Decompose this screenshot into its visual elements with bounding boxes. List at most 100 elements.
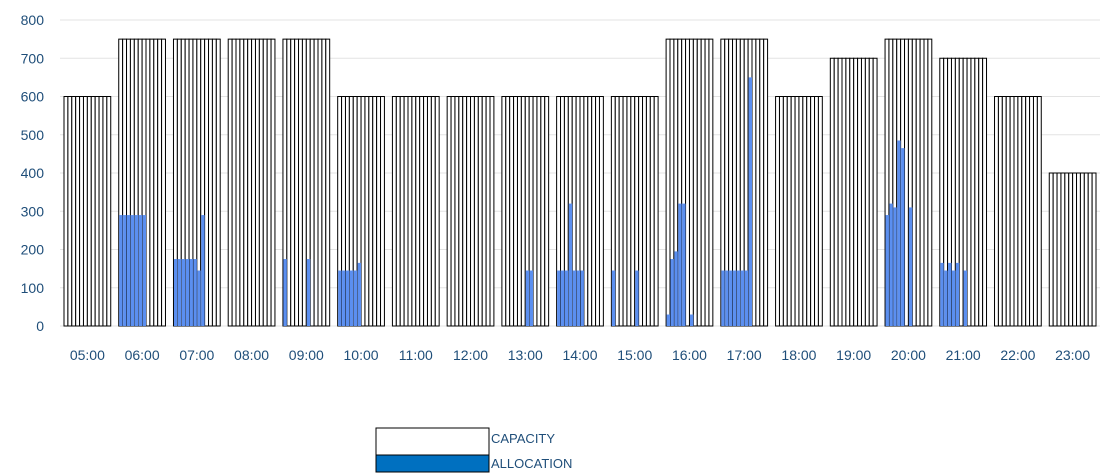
capacity-bar bbox=[755, 38, 761, 327]
allocation-bar bbox=[283, 259, 287, 326]
allocation-bar bbox=[181, 259, 186, 326]
y-tick-label: 0 bbox=[36, 318, 44, 334]
allocation-bar bbox=[177, 259, 182, 326]
capacity-bar bbox=[817, 96, 823, 327]
allocation-bar bbox=[666, 314, 670, 326]
x-tick-label: 15:00 bbox=[617, 347, 652, 363]
capacity-bar bbox=[90, 96, 96, 327]
capacity-bar bbox=[653, 96, 659, 327]
allocation-bar bbox=[568, 203, 573, 326]
capacity-bar bbox=[1087, 172, 1093, 327]
capacity-bar bbox=[751, 38, 757, 327]
capacity-bar bbox=[407, 96, 413, 327]
y-tick-label: 100 bbox=[21, 280, 45, 296]
y-tick-label: 200 bbox=[21, 242, 45, 258]
capacity-bar bbox=[67, 96, 73, 327]
capacity-bar bbox=[426, 96, 432, 327]
allocation-bar bbox=[940, 262, 944, 326]
capacity-bar bbox=[1048, 172, 1054, 327]
capacity-bar bbox=[1091, 172, 1097, 327]
capacity-bar bbox=[301, 38, 307, 327]
x-tick-label: 22:00 bbox=[1000, 347, 1035, 363]
x-tick-label: 23:00 bbox=[1055, 347, 1090, 363]
capacity-bar bbox=[868, 57, 874, 327]
capacity-bar bbox=[1025, 96, 1031, 327]
allocation-bar bbox=[580, 270, 584, 326]
capacity-bar bbox=[450, 96, 456, 327]
allocation-bar bbox=[357, 262, 362, 326]
capacity-bar bbox=[763, 38, 769, 327]
capacity-bar bbox=[485, 96, 491, 327]
capacity-bar bbox=[399, 96, 405, 327]
capacity-bar bbox=[415, 96, 421, 327]
capacity-bar bbox=[509, 96, 515, 327]
capacity-bar bbox=[239, 38, 245, 327]
y-tick-label: 500 bbox=[21, 127, 45, 143]
capacity-bar bbox=[1064, 172, 1070, 327]
allocation-bar bbox=[572, 270, 577, 326]
x-tick-label: 12:00 bbox=[453, 347, 488, 363]
capacity-bar bbox=[587, 96, 593, 327]
capacity-bar bbox=[243, 38, 249, 327]
allocation-bar bbox=[721, 270, 725, 326]
capacity-bar bbox=[837, 57, 843, 327]
capacity-bar bbox=[501, 96, 507, 327]
legend: CAPACITY ALLOCATION bbox=[375, 427, 572, 473]
allocation-bar bbox=[197, 270, 201, 326]
capacity-bar bbox=[208, 38, 213, 327]
capacity-bar bbox=[161, 38, 166, 327]
capacity-bar bbox=[258, 38, 264, 327]
capacity-bar bbox=[446, 96, 452, 327]
allocation-bar bbox=[897, 140, 901, 326]
capacity-bar bbox=[1083, 172, 1089, 327]
capacity-bar bbox=[696, 38, 702, 327]
capacity-bar bbox=[376, 96, 382, 327]
capacity-bar bbox=[1076, 172, 1081, 327]
x-axis-tick-labels: 05:00 06:00 07:00 08:00 09:00 10:00 11:00 12:00… bbox=[70, 347, 1091, 363]
capacity-bar bbox=[700, 38, 706, 327]
capacity-bar bbox=[1052, 172, 1058, 327]
allocation-bar bbox=[576, 270, 580, 326]
allocation-bar bbox=[611, 270, 616, 326]
capacity-bar bbox=[82, 96, 88, 327]
capacity-bar bbox=[829, 57, 835, 327]
capacity-bar bbox=[665, 38, 671, 327]
allocation-bar bbox=[564, 270, 569, 326]
legend-allocation-swatch bbox=[375, 454, 490, 473]
capacity-bar bbox=[1032, 96, 1038, 327]
capacity-bar bbox=[380, 96, 385, 327]
capacity-bar bbox=[247, 38, 253, 327]
allocation-bar bbox=[889, 203, 893, 326]
capacity-bar bbox=[591, 96, 597, 327]
x-tick-label: 10:00 bbox=[344, 347, 379, 363]
capacity-bar bbox=[810, 96, 816, 327]
capacity-bar bbox=[583, 96, 589, 327]
allocation-bar bbox=[138, 215, 143, 326]
y-tick-label: 800 bbox=[21, 12, 45, 28]
allocation-bar bbox=[342, 270, 346, 326]
capacity-bar bbox=[454, 96, 460, 327]
allocation-bar bbox=[185, 259, 190, 326]
capacity-bar bbox=[290, 38, 296, 327]
x-tick-label: 07:00 bbox=[179, 347, 214, 363]
allocation-bar bbox=[948, 262, 952, 326]
capacity-bar bbox=[833, 57, 839, 327]
capacity-bar bbox=[857, 57, 862, 327]
capacity-bar bbox=[845, 57, 851, 327]
capacity-bar bbox=[1079, 172, 1085, 327]
capacity-bar bbox=[540, 96, 546, 327]
capacity-bar bbox=[481, 96, 487, 327]
y-tick-label: 300 bbox=[21, 203, 45, 219]
capacity-bar bbox=[626, 96, 632, 327]
y-tick-label: 600 bbox=[21, 89, 45, 105]
capacity-bar bbox=[814, 96, 819, 327]
capacity-bar bbox=[532, 96, 538, 327]
capacity-bar bbox=[994, 96, 999, 327]
capacity-bar bbox=[974, 57, 980, 327]
capacity-bar bbox=[638, 96, 644, 327]
capacity-bar bbox=[864, 57, 870, 327]
capacity-bar bbox=[536, 96, 542, 327]
capacity-bar bbox=[841, 57, 847, 327]
capacity-bar bbox=[688, 38, 694, 327]
